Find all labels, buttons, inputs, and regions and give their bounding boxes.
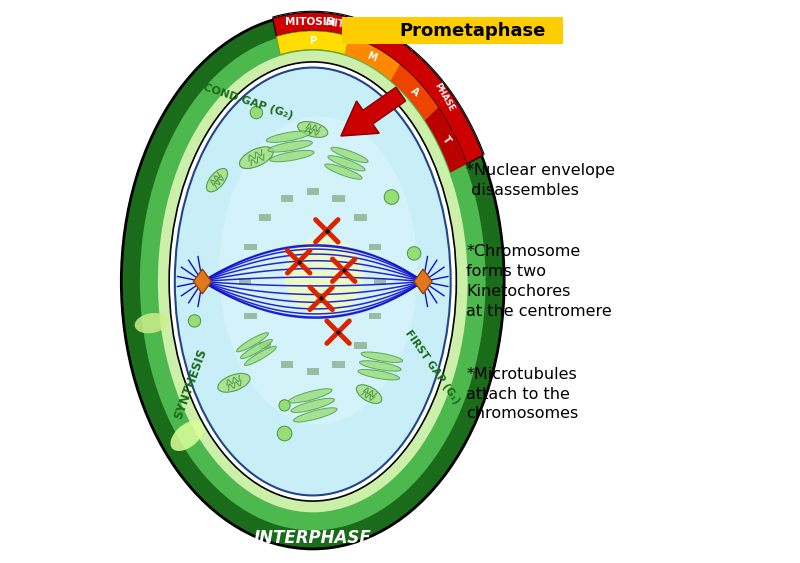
- FancyBboxPatch shape: [239, 278, 251, 285]
- FancyBboxPatch shape: [281, 195, 293, 202]
- FancyBboxPatch shape: [306, 368, 319, 375]
- Ellipse shape: [291, 398, 334, 413]
- Circle shape: [407, 247, 421, 260]
- Polygon shape: [390, 65, 438, 120]
- Text: T: T: [440, 134, 452, 145]
- Text: A: A: [408, 86, 420, 98]
- Text: INTERPHASE: INTERPHASE: [254, 529, 372, 547]
- Ellipse shape: [298, 122, 328, 137]
- Text: PHASE: PHASE: [433, 81, 456, 113]
- Text: *Microtubules
attach to the
chromosomes: *Microtubules attach to the chromosomes: [466, 367, 578, 421]
- FancyBboxPatch shape: [244, 312, 257, 319]
- Text: FIRST GAP (G₁): FIRST GAP (G₁): [402, 328, 461, 406]
- Ellipse shape: [169, 62, 456, 501]
- Ellipse shape: [140, 33, 486, 530]
- Ellipse shape: [270, 150, 314, 162]
- FancyBboxPatch shape: [354, 342, 366, 348]
- Ellipse shape: [237, 333, 269, 352]
- Circle shape: [188, 315, 201, 327]
- Polygon shape: [194, 269, 211, 294]
- Text: MITO: MITO: [324, 17, 353, 32]
- FancyBboxPatch shape: [374, 278, 386, 285]
- Circle shape: [279, 400, 290, 411]
- Ellipse shape: [122, 14, 504, 549]
- Polygon shape: [341, 87, 406, 136]
- Text: SYNTHESIS: SYNTHESIS: [172, 347, 210, 421]
- Circle shape: [384, 190, 399, 204]
- Ellipse shape: [325, 164, 362, 179]
- Circle shape: [278, 426, 292, 441]
- FancyBboxPatch shape: [369, 244, 382, 251]
- Ellipse shape: [289, 388, 332, 403]
- Polygon shape: [425, 108, 467, 173]
- FancyBboxPatch shape: [258, 342, 271, 348]
- FancyBboxPatch shape: [258, 215, 271, 221]
- Text: M: M: [366, 50, 378, 63]
- Circle shape: [250, 106, 262, 119]
- Ellipse shape: [358, 369, 399, 380]
- Ellipse shape: [245, 346, 276, 365]
- Ellipse shape: [285, 236, 363, 315]
- FancyBboxPatch shape: [244, 244, 257, 251]
- Ellipse shape: [268, 141, 313, 152]
- Ellipse shape: [158, 51, 467, 512]
- Ellipse shape: [170, 421, 204, 451]
- Ellipse shape: [331, 148, 368, 163]
- Ellipse shape: [134, 313, 168, 333]
- Ellipse shape: [218, 373, 250, 392]
- FancyBboxPatch shape: [306, 188, 319, 195]
- Text: MITOSIS: MITOSIS: [285, 17, 334, 27]
- Ellipse shape: [328, 155, 365, 171]
- Polygon shape: [272, 11, 485, 155]
- Ellipse shape: [175, 68, 450, 495]
- FancyBboxPatch shape: [332, 361, 345, 368]
- Polygon shape: [414, 269, 432, 294]
- FancyBboxPatch shape: [281, 361, 293, 368]
- FancyBboxPatch shape: [369, 312, 382, 319]
- FancyBboxPatch shape: [342, 17, 563, 44]
- Ellipse shape: [239, 147, 274, 168]
- Text: Prometaphase: Prometaphase: [399, 22, 546, 40]
- Text: *Nuclear envelope
 disassembles: *Nuclear envelope disassembles: [466, 163, 615, 198]
- Polygon shape: [277, 31, 349, 55]
- Text: SECOND GAP (G₂): SECOND GAP (G₂): [187, 78, 294, 121]
- Text: P: P: [309, 35, 316, 46]
- Ellipse shape: [359, 361, 401, 371]
- Ellipse shape: [241, 339, 272, 359]
- Text: *Chromosome
forms two
Kinetochores
at the centromere: *Chromosome forms two Kinetochores at th…: [466, 244, 612, 319]
- FancyBboxPatch shape: [354, 215, 366, 221]
- Ellipse shape: [219, 116, 418, 425]
- Ellipse shape: [361, 352, 402, 363]
- FancyBboxPatch shape: [332, 195, 345, 202]
- Ellipse shape: [356, 385, 382, 404]
- Polygon shape: [273, 12, 483, 164]
- Ellipse shape: [294, 408, 337, 422]
- Ellipse shape: [206, 168, 227, 192]
- Ellipse shape: [266, 131, 310, 142]
- Polygon shape: [345, 37, 400, 81]
